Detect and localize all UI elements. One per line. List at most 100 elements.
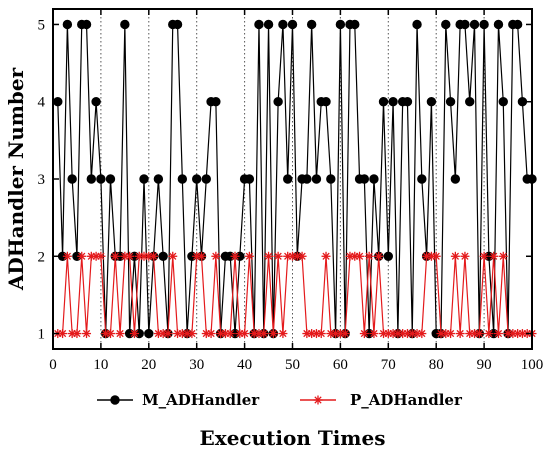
data-point xyxy=(321,251,331,261)
data-point xyxy=(378,97,389,107)
x-tick-label: 50 xyxy=(285,357,300,373)
data-point xyxy=(105,329,115,339)
legend-label: P_ADHandler xyxy=(350,391,463,409)
y-tick-label: 4 xyxy=(38,95,46,111)
x-tick-label: 30 xyxy=(189,357,204,373)
data-point xyxy=(77,251,87,261)
data-point xyxy=(431,251,441,261)
data-point xyxy=(96,174,106,184)
legend: M_ADHandler P_ADHandler xyxy=(97,391,463,409)
data-point xyxy=(259,329,269,339)
y-axis-title: ADHandler Number xyxy=(4,67,28,291)
data-point xyxy=(426,97,437,107)
data-point xyxy=(479,251,489,261)
x-tick-label: 100 xyxy=(521,357,544,373)
data-point xyxy=(211,251,221,261)
data-point xyxy=(460,19,470,30)
data-point xyxy=(211,97,221,107)
data-point xyxy=(283,174,293,184)
data-point xyxy=(254,19,264,30)
data-point xyxy=(120,19,130,30)
data-point xyxy=(489,251,499,261)
data-point xyxy=(369,174,379,184)
data-point xyxy=(335,19,346,30)
data-point xyxy=(359,174,370,184)
legend-label: M_ADHandler xyxy=(142,391,260,409)
data-point xyxy=(287,19,298,30)
data-point xyxy=(469,19,480,30)
data-point xyxy=(67,174,77,184)
data-point xyxy=(484,329,494,339)
x-tick-label: 80 xyxy=(429,357,444,373)
data-point xyxy=(96,251,106,261)
data-point xyxy=(225,329,235,339)
data-point xyxy=(91,97,101,107)
data-point xyxy=(364,251,374,261)
data-point xyxy=(62,19,73,30)
data-point xyxy=(177,174,188,184)
data-point xyxy=(498,97,508,107)
x-tick-label: 0 xyxy=(49,357,57,373)
data-point xyxy=(153,174,164,184)
data-point xyxy=(125,251,135,261)
data-point xyxy=(278,19,288,30)
data-point xyxy=(359,329,369,339)
data-point xyxy=(374,251,384,261)
data-point xyxy=(441,19,451,30)
data-point xyxy=(455,329,465,339)
y-tick-label: 5 xyxy=(38,17,46,33)
data-point xyxy=(168,251,178,261)
data-point xyxy=(445,97,456,107)
data-point xyxy=(297,251,307,261)
data-point xyxy=(479,19,489,30)
data-point xyxy=(326,174,336,184)
series-layer xyxy=(53,19,537,339)
series-M_ADHandler xyxy=(53,19,537,339)
data-point xyxy=(388,97,398,107)
data-point xyxy=(417,174,427,184)
data-point xyxy=(450,174,461,184)
data-point xyxy=(264,251,274,261)
data-point xyxy=(355,251,365,261)
data-point xyxy=(263,19,274,30)
data-point xyxy=(230,251,240,261)
data-point xyxy=(192,174,202,184)
data-point xyxy=(340,329,350,339)
data-point xyxy=(196,251,206,261)
data-point xyxy=(402,97,413,107)
data-point xyxy=(201,174,211,184)
data-point xyxy=(172,19,183,30)
grid-lines xyxy=(100,9,485,349)
data-point xyxy=(412,19,422,30)
data-point xyxy=(268,329,278,339)
data-point xyxy=(115,329,125,339)
data-point xyxy=(273,97,283,107)
x-tick-label: 40 xyxy=(237,357,252,373)
legend-marker xyxy=(313,395,323,405)
data-point xyxy=(493,19,504,30)
legend-item-P_ADHandler: P_ADHandler xyxy=(300,391,463,409)
data-point xyxy=(498,251,508,261)
data-point xyxy=(244,251,254,261)
data-point xyxy=(129,329,139,339)
data-point xyxy=(321,97,331,107)
series-P_ADHandler xyxy=(53,251,537,339)
data-point xyxy=(206,329,216,339)
x-tick-label: 10 xyxy=(93,357,108,373)
data-point xyxy=(82,329,92,339)
x-tick-label: 90 xyxy=(477,357,492,373)
data-point xyxy=(512,19,523,30)
data-point xyxy=(369,329,379,339)
data-point xyxy=(383,251,393,261)
axis-ticks: 0 10 20 30 40 50 60 70 80 90 100 1 2 3 4 5 xyxy=(38,9,544,373)
x-tick-label: 60 xyxy=(333,357,348,373)
data-point xyxy=(446,329,456,339)
y-tick-label: 3 xyxy=(38,172,46,188)
data-point xyxy=(58,329,68,339)
data-point xyxy=(460,251,470,261)
x-axis-title: Execution Times xyxy=(200,426,386,450)
data-point xyxy=(316,329,326,339)
data-point xyxy=(517,97,528,107)
data-point xyxy=(72,329,82,339)
